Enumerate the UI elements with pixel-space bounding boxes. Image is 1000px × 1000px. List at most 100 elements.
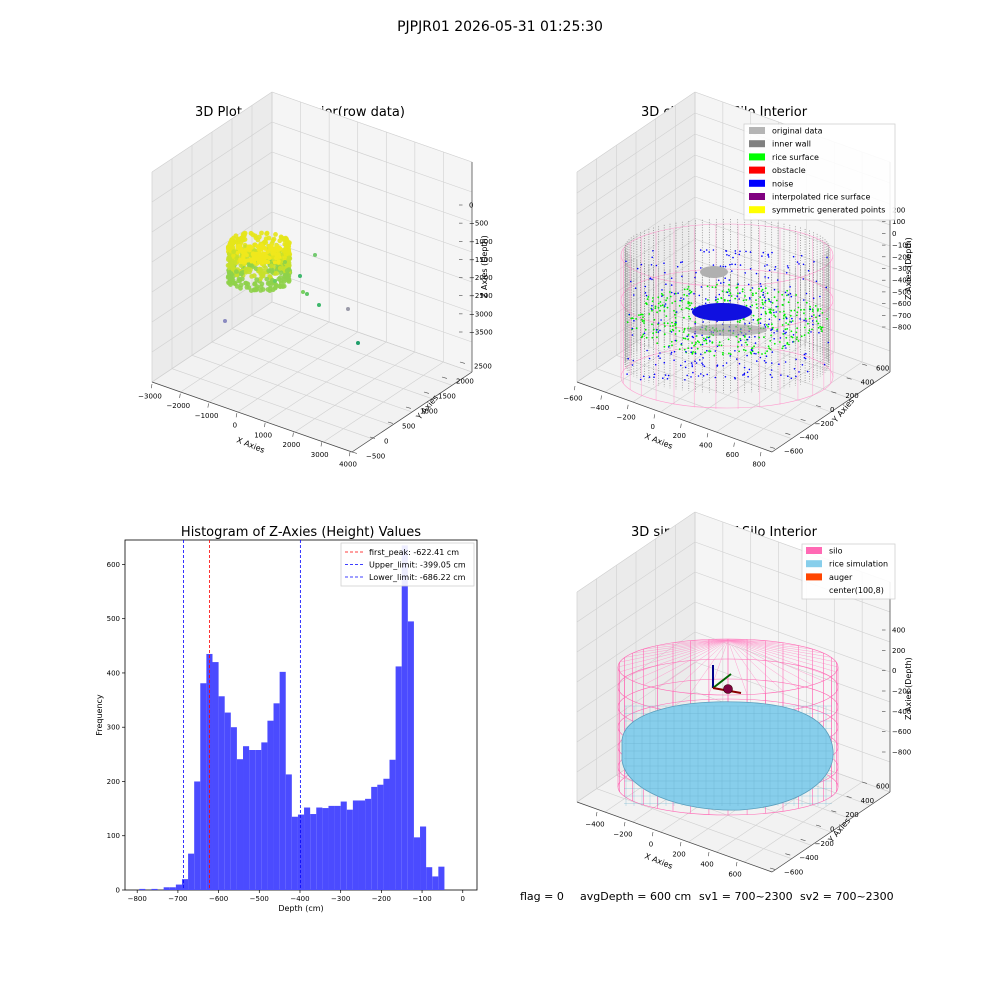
silo-wire-roof: [727, 639, 824, 654]
data-point: [286, 255, 292, 261]
histogram-bar: [334, 805, 341, 890]
noise-point: [798, 371, 800, 373]
gridline: [576, 571, 696, 653]
tick-mark: [574, 385, 576, 391]
noise-point: [690, 362, 693, 364]
gridline: [576, 175, 696, 257]
noise-point: [787, 266, 789, 269]
raw-points: [223, 230, 360, 345]
rice-surface-point: [689, 304, 691, 307]
legend-swatch: [806, 547, 822, 554]
rice-surface-point: [714, 286, 717, 289]
tick-mark: [423, 391, 429, 394]
rice-surface-point: [707, 299, 709, 301]
tick-label: −400: [799, 854, 818, 862]
rice-surface-point: [685, 307, 688, 309]
gridline: [616, 355, 812, 426]
rice-surface-point: [729, 353, 732, 356]
histogram-bar: [279, 671, 286, 890]
rice-surface-point: [675, 323, 677, 325]
tick-label: 1000: [420, 408, 438, 416]
tick-label: −3000: [138, 393, 162, 401]
tick-label: 800: [752, 461, 765, 469]
tick-mark: [179, 393, 181, 398]
x-tick-label: 0: [461, 895, 465, 903]
silo-wire-roof: [657, 639, 729, 689]
simulation-panel: 3D simulation of Silo Interior −400−2000…: [576, 511, 913, 879]
rice-surface-point: [812, 314, 815, 316]
noise-point: [695, 362, 698, 364]
rice-surface-point: [687, 347, 690, 349]
rice-surface-point: [695, 341, 697, 344]
rice-surface-point: [641, 320, 644, 323]
tick-label: 1000: [254, 431, 272, 439]
rice-surface-point: [702, 337, 705, 340]
rice-surface-point: [773, 342, 776, 345]
noise-point: [827, 341, 830, 344]
tick-label: −3500: [469, 329, 493, 337]
noise-point: [775, 311, 777, 313]
rice-surface-point: [703, 339, 705, 342]
rice-surface-point: [664, 325, 666, 327]
rice-surface-point: [751, 304, 754, 307]
noise-point: [724, 376, 727, 378]
rice-surface-point: [750, 352, 753, 355]
inner-wall-cluster: [687, 324, 767, 336]
legend-swatch: [749, 153, 765, 161]
rice-surface-point: [659, 309, 661, 312]
data-point: [228, 282, 233, 287]
rice-surface-point: [641, 318, 643, 321]
rice-surface-point: [639, 313, 642, 316]
noise-point: [799, 318, 801, 320]
rice-surface-point: [782, 345, 785, 348]
rice-surface-point: [796, 311, 799, 314]
noise-point: [825, 286, 828, 289]
noise-point: [746, 371, 749, 374]
gridline: [151, 271, 273, 353]
histogram-bar: [413, 837, 421, 890]
noise-point: [673, 350, 676, 353]
rice-surface-point: [786, 289, 789, 292]
rice-surface-point: [646, 303, 648, 306]
noise-point: [708, 251, 710, 253]
rice-surface-point: [735, 335, 738, 338]
rice-surface-point: [808, 317, 811, 320]
data-point: [259, 244, 264, 249]
tick-mark: [459, 361, 465, 364]
data-point: [263, 246, 268, 251]
silo-wire-roof: [727, 639, 766, 641]
silo-wire-roof: [727, 639, 799, 646]
rice-surface-point: [787, 323, 790, 326]
noise-point: [627, 357, 629, 360]
rice-surface-point: [659, 305, 662, 307]
noise-point: [805, 320, 807, 322]
data-point: [278, 246, 283, 251]
noise-point: [670, 351, 673, 354]
legend-swatch: [749, 179, 765, 187]
legend-label: obstacle: [772, 166, 806, 175]
noise-point: [644, 292, 647, 294]
tick-label: −600: [563, 395, 582, 403]
tick-label: 0: [830, 406, 834, 414]
noise-point: [768, 269, 771, 272]
data-point: [266, 244, 271, 248]
noise-point: [700, 353, 702, 356]
noise-point: [702, 375, 705, 377]
noise-point: [651, 304, 653, 307]
y-tick-label: 300: [107, 724, 120, 732]
rice-surface-point: [769, 308, 772, 311]
rice-surface-point: [698, 341, 700, 344]
noise-point: [697, 375, 700, 377]
data-point: [240, 248, 245, 253]
tick-mark: [351, 451, 357, 454]
rice-surface-point: [774, 315, 777, 318]
silo-wire-roof: [624, 639, 729, 658]
histogram-bar: [346, 809, 353, 890]
silo-wire-roof: [727, 639, 813, 686]
rice-surface-point: [795, 331, 798, 334]
histogram-bar: [273, 703, 280, 890]
data-point: [286, 244, 292, 249]
noise-point: [795, 358, 797, 361]
silo-ring: [620, 345, 834, 409]
noise-point: [728, 279, 731, 281]
